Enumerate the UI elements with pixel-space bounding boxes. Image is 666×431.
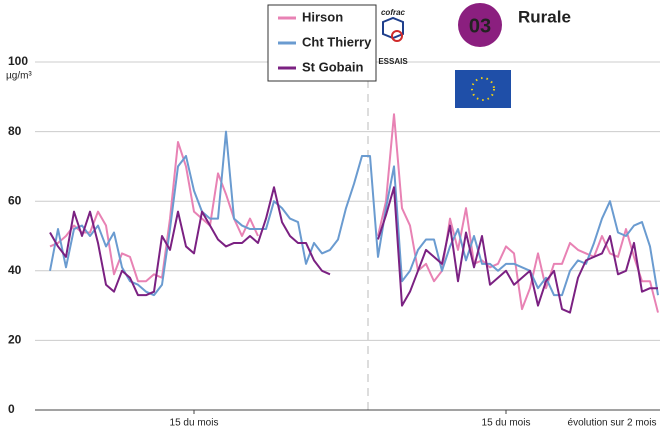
eu-stars xyxy=(471,77,495,101)
badge xyxy=(458,3,502,47)
series-line xyxy=(49,186,658,314)
legend-label: Cht Thierry xyxy=(302,34,372,49)
legend-label: St Gobain xyxy=(302,59,363,74)
eu-flag xyxy=(455,70,511,108)
y-tick-label: 60 xyxy=(8,193,22,207)
logo-text: cofrac xyxy=(381,8,406,17)
chart-title: Rurale xyxy=(518,7,571,26)
logo-icon xyxy=(382,16,404,40)
series-line xyxy=(49,130,659,297)
y-tick-label: 80 xyxy=(8,124,22,138)
x-tick-label: 15 du mois xyxy=(482,418,531,429)
legend-label: Hirson xyxy=(302,9,343,24)
y-tick-label: 0 xyxy=(8,402,15,416)
x-tick-label: 15 du mois xyxy=(170,418,219,429)
y-tick-label: 40 xyxy=(8,263,22,277)
y-tick-label: 100 xyxy=(8,54,28,68)
badge-text: 03 xyxy=(469,15,491,37)
logo-text: ESSAIS xyxy=(378,57,408,66)
annotation: évolution sur 2 mois xyxy=(568,418,657,429)
logo-icon xyxy=(391,30,403,42)
y-tick-label: 20 xyxy=(8,333,22,347)
unit-label: µg/m³ xyxy=(6,71,32,82)
